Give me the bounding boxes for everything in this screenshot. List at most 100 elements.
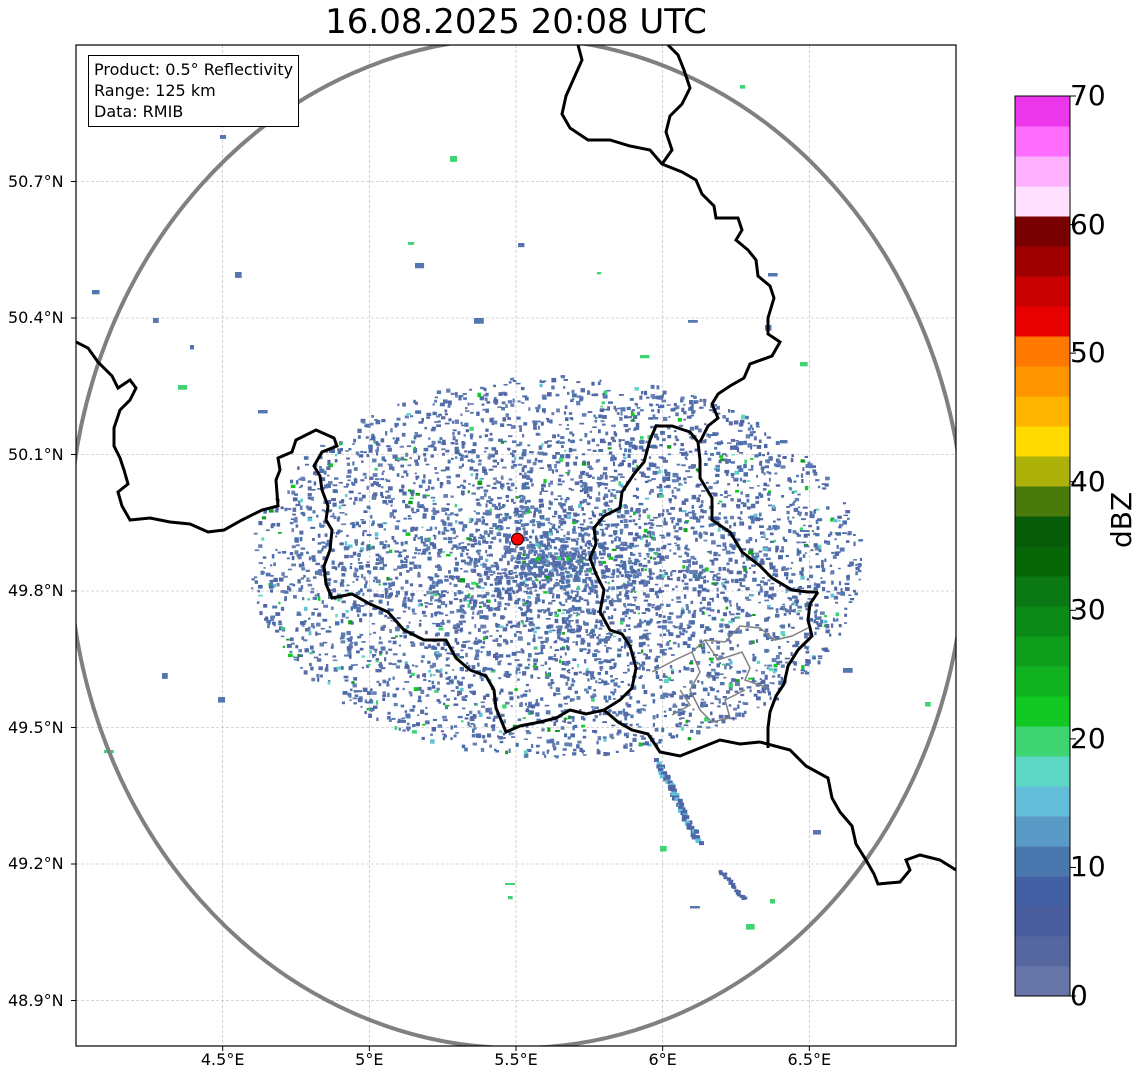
echo-pixel [607,406,610,411]
echo-pixel [683,477,687,481]
echo-pixel [437,440,442,444]
echo-pixel [538,652,544,655]
echo-pixel [437,605,442,609]
echo-pixel [351,681,355,684]
echo-pixel [332,659,338,662]
echo-pixel [508,592,512,597]
echo-pixel [355,521,359,526]
echo-pixel [731,578,734,583]
echo-pixel [536,627,541,629]
echo-pixel [694,576,700,581]
echo-pixel [661,559,666,561]
echo-pixel [763,553,768,557]
echo-pixel [286,557,290,560]
echo-pixel [814,546,820,551]
echo-pixel [557,687,561,693]
echo-pixel [456,680,460,684]
echo-pixel [459,591,464,594]
echo-pixel [765,636,769,641]
echo-pixel [404,591,408,596]
echo-pixel [689,662,694,665]
echo-pixel [795,642,800,645]
echo-pixel [623,518,628,524]
echo-pixel [824,558,827,562]
echo-pixel [743,472,748,477]
echo-pixel [582,754,587,756]
echo-pixel [681,464,686,467]
echo-pixel [337,563,340,568]
echo-pixel [493,715,499,719]
echo-pixel [469,557,473,561]
echo-pixel [354,694,359,697]
echo-pixel [406,714,411,719]
echo-pixel [531,586,537,589]
echo-pixel [497,581,502,585]
echo-pixel [737,588,741,591]
echo-pixel [716,412,721,415]
echo-pixel [664,572,668,576]
echo-pixel [639,395,643,400]
echo-pixel [386,503,389,505]
echo-pixel [675,405,680,410]
echo-pixel [760,558,764,562]
echo-pixel [774,573,779,578]
echo-pixel [551,629,556,632]
echo-pixel [656,486,662,489]
echo-pixel [649,403,653,406]
echo-pixel [575,619,579,624]
echo-pixel [385,431,388,436]
echo-pixel [311,555,316,560]
echo-pixel [430,613,434,618]
echo-pixel [626,734,629,739]
echo-pixel [718,459,722,464]
echo-pixel [472,442,477,447]
echo-pixel [691,510,695,515]
echo-pixel [643,690,648,695]
echo-pixel [377,523,383,527]
echo-pixel [677,417,682,422]
echo-pixel [455,561,459,566]
echo-pixel [598,627,603,630]
echo-pixel [627,574,633,577]
echo-pixel [373,576,377,580]
echo-pixel [725,417,729,422]
echo-pixel [522,560,526,563]
echo-pixel [358,562,363,564]
echo-pixel [439,594,443,599]
echo-pixel [577,606,582,611]
echo-pixel [767,606,770,610]
echo-pixel [792,516,795,519]
echo-pixel [567,628,572,633]
echo-pixel [322,556,326,561]
echo-pixel [515,670,518,675]
echo-pixel [561,604,566,607]
echo-pixel [668,632,674,637]
echo-pixel [273,577,278,583]
echo-pixel [838,581,842,586]
echo-pixel [740,608,745,613]
echo-pixel [813,610,817,614]
echo-pixel [642,666,645,671]
echo-pixel [715,473,720,477]
echo-pixel [610,492,613,497]
echo-pixel [654,552,658,556]
echo-pixel [824,540,827,544]
echo-pixel [651,409,655,412]
echo-pixel [479,477,482,481]
echo-pixel [817,622,823,627]
echo-pixel [771,597,774,600]
echo-pixel [639,735,645,737]
echo-pixel [411,595,414,600]
echo-pixel [429,673,433,677]
echo-pixel [507,620,513,624]
echo-pixel [655,671,658,675]
echo-pixel [404,681,410,683]
echo-pixel [326,466,331,470]
echo-pixel [455,394,458,398]
echo-pixel [666,532,671,537]
echo-pixel [593,556,599,560]
echo-pixel [787,609,791,613]
echo-pixel [830,571,835,575]
echo-pixel [822,567,825,571]
echo-pixel [511,453,515,458]
